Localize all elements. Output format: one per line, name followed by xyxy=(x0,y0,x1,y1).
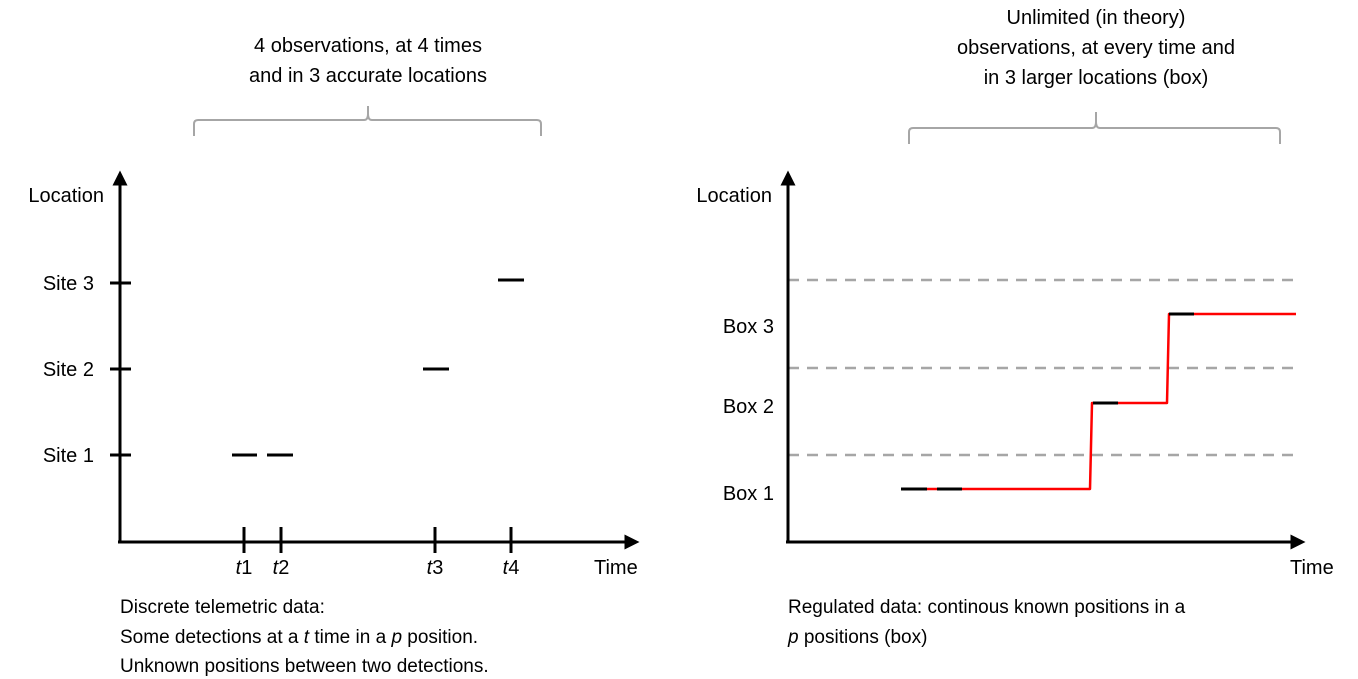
right-header-line1: Unlimited (in theory) xyxy=(1007,7,1186,29)
box2-label: Box 2 xyxy=(723,396,774,418)
right-header-line3: in 3 larger locations (box) xyxy=(984,67,1209,89)
left-panel: 4 observations, at 4 times and in 3 accu… xyxy=(28,35,640,677)
left-caption-line1: Discrete telemetric data: xyxy=(120,597,325,618)
site2-label: Site 2 xyxy=(43,359,94,381)
box1-label: Box 1 xyxy=(723,483,774,505)
box3-label: Box 3 xyxy=(723,316,774,338)
right-y-axis-label: Location xyxy=(696,185,772,207)
site1-label: Site 1 xyxy=(43,445,94,467)
t2-label: t2 xyxy=(273,557,290,579)
left-caption-line2: Some detections at a t time in a p posit… xyxy=(120,627,478,648)
right-caption-line2: p positions (box) xyxy=(787,627,927,648)
right-brace xyxy=(908,112,1281,144)
left-caption-line3: Unknown positions between two detections… xyxy=(120,656,489,677)
right-caption-line1: Regulated data: continous known position… xyxy=(788,597,1186,618)
left-x-axis-label: Time xyxy=(594,557,638,579)
left-y-axis-label: Location xyxy=(28,185,104,207)
t1-label: t1 xyxy=(236,557,253,579)
site3-label: Site 3 xyxy=(43,273,94,295)
left-brace xyxy=(193,106,542,136)
t3-label: t3 xyxy=(427,557,444,579)
right-x-axis-label: Time xyxy=(1290,557,1334,579)
left-header-line1: 4 observations, at 4 times xyxy=(254,35,482,57)
t4-label: t4 xyxy=(503,557,520,579)
right-header-line2: observations, at every time and xyxy=(957,37,1235,59)
right-panel: Unlimited (in theory) observations, at e… xyxy=(696,7,1333,648)
left-header-line2: and in 3 accurate locations xyxy=(249,65,487,87)
